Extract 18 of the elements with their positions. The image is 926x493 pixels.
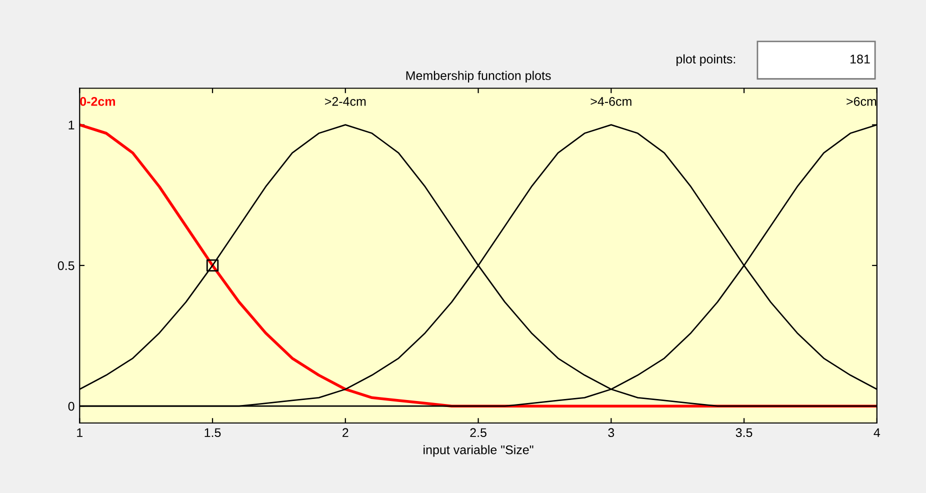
x-tick-label: 2.5 xyxy=(470,428,486,438)
legend-label: >2-4cm xyxy=(325,97,366,106)
x-tick-label: 4 xyxy=(874,428,880,437)
x-tick-label: 1.5 xyxy=(204,428,221,438)
text: 181 xyxy=(850,54,870,64)
y-tick-label: 0.5 xyxy=(58,261,74,270)
x-tick-label: 3 xyxy=(608,428,614,438)
text: plot points: xyxy=(676,54,736,66)
x-tick-label: 1 xyxy=(77,428,82,437)
series-label: 0-2cm xyxy=(80,97,115,106)
chart-title: Membership function plots xyxy=(406,70,551,83)
y-tick-label: 0 xyxy=(68,402,74,411)
legend-label: >4-6cm xyxy=(590,97,632,106)
x-axis-title: input variable "Size" xyxy=(424,445,534,457)
y-tick-label: 1 xyxy=(68,120,74,130)
x-tick-label: 3.5 xyxy=(736,428,752,438)
x-tick-label: 2 xyxy=(342,428,348,437)
legend-label: >6cm xyxy=(846,97,876,106)
